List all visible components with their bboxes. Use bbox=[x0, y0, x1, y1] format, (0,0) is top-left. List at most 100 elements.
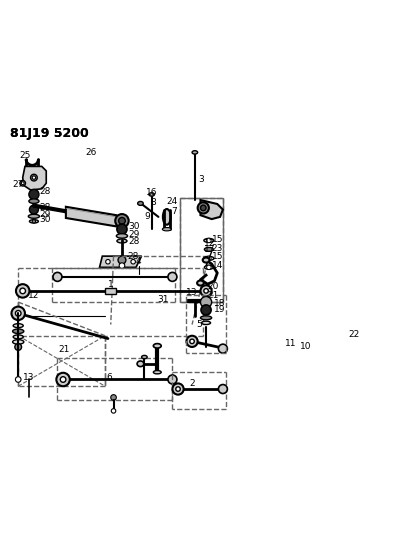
Text: 21: 21 bbox=[207, 291, 219, 300]
Circle shape bbox=[115, 214, 128, 228]
Circle shape bbox=[130, 260, 135, 264]
Circle shape bbox=[111, 394, 116, 400]
Circle shape bbox=[203, 289, 208, 293]
Ellipse shape bbox=[149, 193, 154, 196]
Ellipse shape bbox=[29, 220, 38, 223]
Polygon shape bbox=[99, 256, 141, 268]
Circle shape bbox=[105, 260, 110, 264]
Circle shape bbox=[21, 182, 24, 184]
Circle shape bbox=[119, 263, 124, 269]
Circle shape bbox=[206, 238, 211, 243]
Circle shape bbox=[111, 409, 115, 413]
Ellipse shape bbox=[29, 199, 39, 204]
Ellipse shape bbox=[192, 151, 197, 154]
Text: 18: 18 bbox=[214, 300, 225, 308]
Circle shape bbox=[186, 336, 197, 347]
Text: 31: 31 bbox=[157, 295, 168, 304]
Text: 11: 11 bbox=[284, 338, 296, 348]
Text: 15: 15 bbox=[211, 252, 222, 261]
Text: 12: 12 bbox=[204, 239, 215, 248]
Ellipse shape bbox=[203, 256, 213, 260]
Polygon shape bbox=[23, 166, 46, 190]
Circle shape bbox=[118, 256, 126, 264]
Ellipse shape bbox=[162, 209, 171, 225]
Text: 23: 23 bbox=[211, 244, 222, 253]
Text: 16: 16 bbox=[145, 188, 157, 197]
Circle shape bbox=[197, 203, 208, 214]
Circle shape bbox=[20, 288, 26, 294]
Text: 30: 30 bbox=[39, 215, 51, 224]
Polygon shape bbox=[66, 207, 119, 227]
Ellipse shape bbox=[200, 316, 211, 320]
Text: 3: 3 bbox=[198, 175, 203, 184]
Ellipse shape bbox=[28, 214, 39, 219]
Circle shape bbox=[200, 296, 211, 308]
Text: 14: 14 bbox=[211, 261, 222, 270]
Text: 13: 13 bbox=[23, 373, 34, 382]
Text: 28: 28 bbox=[39, 203, 51, 212]
Circle shape bbox=[29, 189, 39, 199]
Ellipse shape bbox=[196, 280, 203, 286]
Text: 26: 26 bbox=[85, 148, 96, 157]
Circle shape bbox=[117, 224, 127, 235]
Circle shape bbox=[168, 272, 177, 281]
Bar bbox=[105, 288, 116, 294]
Text: 9: 9 bbox=[144, 212, 150, 221]
Text: 17: 17 bbox=[204, 245, 215, 254]
Circle shape bbox=[200, 205, 206, 211]
Text: 22: 22 bbox=[347, 330, 358, 339]
Circle shape bbox=[16, 284, 29, 297]
Ellipse shape bbox=[153, 344, 161, 348]
Circle shape bbox=[53, 272, 62, 281]
Text: 21: 21 bbox=[58, 345, 70, 354]
Text: 6: 6 bbox=[106, 373, 112, 382]
Circle shape bbox=[218, 344, 227, 353]
Text: 7: 7 bbox=[171, 207, 177, 216]
Circle shape bbox=[20, 181, 26, 186]
Text: 19: 19 bbox=[214, 305, 225, 314]
Text: 13: 13 bbox=[186, 287, 197, 296]
Ellipse shape bbox=[117, 239, 127, 243]
Text: 10: 10 bbox=[299, 343, 310, 351]
Text: 29: 29 bbox=[39, 210, 51, 219]
Ellipse shape bbox=[13, 335, 23, 339]
Circle shape bbox=[175, 387, 180, 391]
Circle shape bbox=[200, 285, 211, 296]
Text: 8: 8 bbox=[149, 198, 155, 207]
Ellipse shape bbox=[162, 228, 171, 231]
Text: 20: 20 bbox=[207, 282, 219, 292]
Ellipse shape bbox=[137, 201, 143, 205]
Ellipse shape bbox=[202, 257, 209, 263]
Circle shape bbox=[118, 217, 125, 224]
Bar bbox=[179, 198, 223, 302]
Ellipse shape bbox=[204, 247, 213, 252]
Ellipse shape bbox=[201, 321, 210, 325]
Circle shape bbox=[172, 383, 183, 394]
Text: 29: 29 bbox=[128, 230, 139, 239]
Circle shape bbox=[15, 344, 21, 350]
Ellipse shape bbox=[203, 238, 213, 243]
Text: 30: 30 bbox=[128, 222, 139, 231]
Text: 28: 28 bbox=[128, 237, 139, 246]
Text: 27: 27 bbox=[13, 180, 24, 189]
Text: 15: 15 bbox=[211, 235, 222, 244]
Circle shape bbox=[11, 306, 25, 320]
Text: 28: 28 bbox=[39, 187, 51, 196]
Text: 25: 25 bbox=[19, 151, 30, 160]
Text: 24: 24 bbox=[166, 197, 178, 206]
Ellipse shape bbox=[141, 356, 147, 359]
Text: 4: 4 bbox=[136, 257, 141, 266]
Ellipse shape bbox=[153, 370, 161, 374]
Polygon shape bbox=[200, 200, 222, 219]
Ellipse shape bbox=[116, 233, 127, 238]
Circle shape bbox=[60, 377, 66, 382]
Circle shape bbox=[56, 373, 70, 386]
Circle shape bbox=[30, 174, 37, 181]
Circle shape bbox=[200, 305, 211, 315]
Circle shape bbox=[218, 384, 227, 393]
Text: 5: 5 bbox=[196, 320, 201, 329]
Circle shape bbox=[206, 265, 211, 270]
Ellipse shape bbox=[13, 340, 24, 344]
Text: 1: 1 bbox=[108, 280, 113, 289]
Circle shape bbox=[190, 339, 194, 344]
